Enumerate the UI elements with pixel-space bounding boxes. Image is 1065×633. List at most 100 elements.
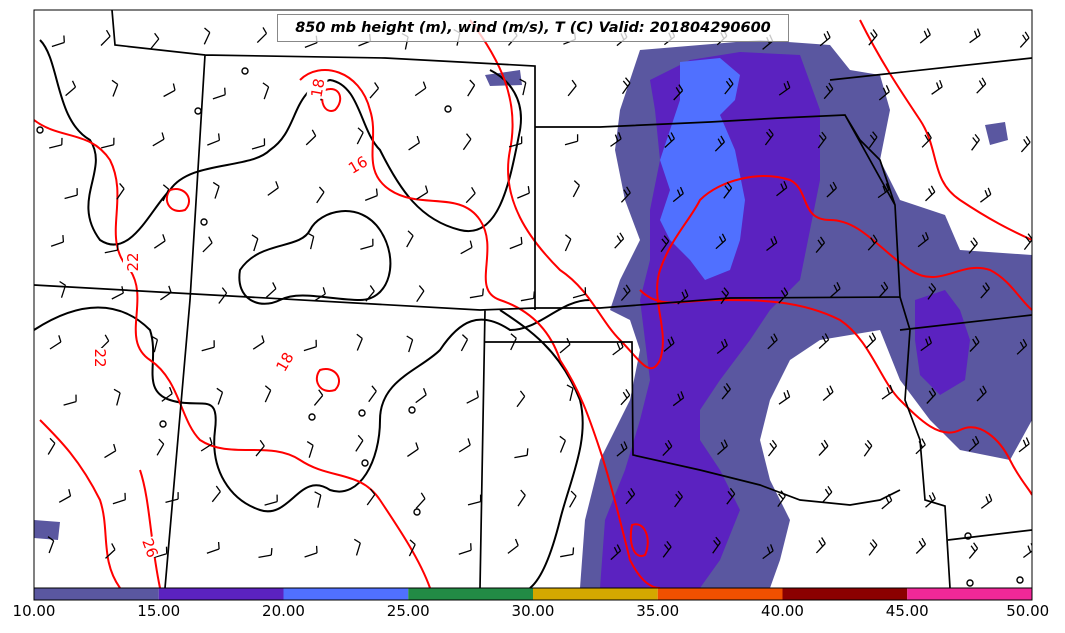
wind-barb <box>51 35 65 48</box>
wind-barb <box>49 335 62 350</box>
wind-barb <box>406 335 414 353</box>
wind-barb <box>716 338 728 355</box>
colorbar-tick-label: 20.00 <box>262 602 305 620</box>
wind-barb <box>674 490 683 508</box>
wind-barb <box>200 437 213 452</box>
wind-barb <box>663 336 675 352</box>
contour-label-background <box>139 535 163 561</box>
calm-wind-circle <box>159 420 167 428</box>
wind-barb <box>921 131 932 148</box>
wind-barb <box>766 235 778 252</box>
wind-barb <box>408 135 421 151</box>
wind-barb <box>712 536 721 554</box>
wind-barb <box>516 390 526 408</box>
temperature-contour <box>39 419 161 588</box>
wind-barb <box>919 28 931 44</box>
wind-barb <box>64 188 78 200</box>
contour-label: 26 <box>138 536 161 560</box>
wind-barb <box>764 128 774 146</box>
wind-barb <box>58 489 72 503</box>
calm-wind-circle <box>413 508 421 516</box>
wind-barb <box>462 133 472 151</box>
height-contour <box>499 309 584 588</box>
wind-barb <box>105 543 116 559</box>
wind-barb <box>976 77 987 94</box>
wind-barb <box>777 490 786 507</box>
shade-band-15-20-east <box>915 290 970 395</box>
wind-barb <box>202 236 213 253</box>
colorbar-segment <box>158 588 284 600</box>
wind-barb <box>520 291 535 302</box>
wind-barb <box>156 438 165 456</box>
wind-barb <box>625 487 636 505</box>
state-borders <box>34 10 1032 588</box>
wind-barb <box>364 188 378 202</box>
wind-barb <box>313 287 326 302</box>
calm-wind-circle <box>361 459 369 467</box>
wind-barb <box>160 285 172 301</box>
temperature-contour <box>859 19 1032 241</box>
wind-barb <box>265 282 277 298</box>
wind-barb <box>47 437 56 455</box>
wind-barb <box>104 243 119 254</box>
wind-barb <box>915 537 927 554</box>
wind-barb <box>868 539 878 556</box>
contour-lines <box>34 10 1032 588</box>
wind-barb <box>216 387 224 405</box>
calm-wind-circle <box>444 105 452 113</box>
wind-barb <box>620 186 631 203</box>
temperature-contour <box>639 289 1032 496</box>
wind-barb <box>465 186 476 204</box>
wind-barb <box>968 542 979 559</box>
wind-barb <box>1019 31 1030 48</box>
wind-barb <box>610 544 622 561</box>
wind-barb <box>519 78 527 96</box>
colorbar-segment <box>34 588 159 600</box>
wind-barb <box>673 84 684 101</box>
contour-label-background <box>92 348 110 368</box>
wind-barb <box>1018 437 1030 453</box>
wind-barb <box>620 388 631 406</box>
wind-barb <box>867 234 878 251</box>
colorbar-segment <box>533 588 658 600</box>
wind-barb <box>258 548 273 559</box>
wind-barb <box>306 441 314 458</box>
wind-barb <box>564 234 572 252</box>
colorbar-segment <box>408 588 533 600</box>
wind-barb <box>621 77 631 95</box>
wind-barb <box>458 543 472 555</box>
wind-barb <box>817 131 827 149</box>
wind-barb <box>59 280 67 298</box>
wind-barb <box>723 182 733 199</box>
wind-barb <box>815 537 826 554</box>
wind-barb <box>262 82 270 100</box>
contour-label-background <box>271 348 297 375</box>
wind-barb <box>256 27 268 44</box>
wind-barb <box>969 335 980 352</box>
shade-band-20-25 <box>660 58 745 280</box>
colorbar-segment <box>907 588 1032 600</box>
wind-barb <box>353 538 361 556</box>
wind-barb <box>976 385 987 402</box>
wind-barb <box>778 80 791 96</box>
wind-barb <box>717 439 728 455</box>
wind-barb <box>920 336 933 352</box>
wind-barb <box>356 333 363 351</box>
calm-wind-circle <box>358 409 366 417</box>
wind-barb <box>416 185 429 200</box>
wind-barb <box>313 389 324 406</box>
colorbar-tick-label: 15.00 <box>137 602 181 620</box>
wind-barb <box>572 287 587 299</box>
wind-barb <box>822 485 833 503</box>
wind-barb <box>616 441 628 457</box>
temperature-contour <box>299 69 661 588</box>
wind-barb <box>466 390 479 404</box>
wind-barb <box>150 335 159 353</box>
wind-barb <box>206 541 220 554</box>
wind-barb <box>818 333 830 349</box>
wind-barb <box>264 494 278 506</box>
wind-barb <box>863 439 873 457</box>
height-contour <box>238 210 392 305</box>
wind-barb <box>726 487 736 505</box>
wind-barb <box>264 385 272 403</box>
